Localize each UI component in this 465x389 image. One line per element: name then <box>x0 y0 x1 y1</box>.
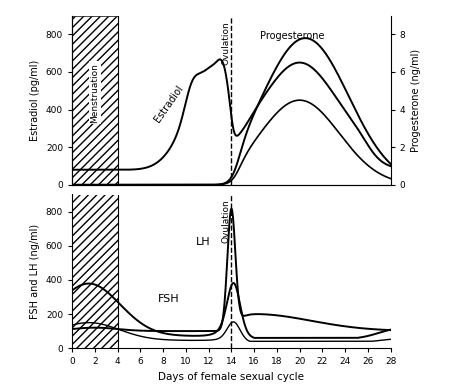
Y-axis label: Progesterone (ng/ml): Progesterone (ng/ml) <box>411 49 421 152</box>
Text: Ovulation: Ovulation <box>221 21 230 65</box>
X-axis label: Days of female sexual cycle: Days of female sexual cycle <box>159 372 304 382</box>
Y-axis label: FSH and LH (ng/ml): FSH and LH (ng/ml) <box>30 224 40 319</box>
Y-axis label: Estradiol (pg/ml): Estradiol (pg/ml) <box>30 60 40 141</box>
Text: Estradiol: Estradiol <box>153 84 185 124</box>
Text: Ovulation: Ovulation <box>221 200 230 244</box>
Text: Menstruation: Menstruation <box>90 63 100 123</box>
Text: Progesterone: Progesterone <box>260 31 324 40</box>
Text: FSH: FSH <box>158 294 179 305</box>
Text: LH: LH <box>196 237 210 247</box>
